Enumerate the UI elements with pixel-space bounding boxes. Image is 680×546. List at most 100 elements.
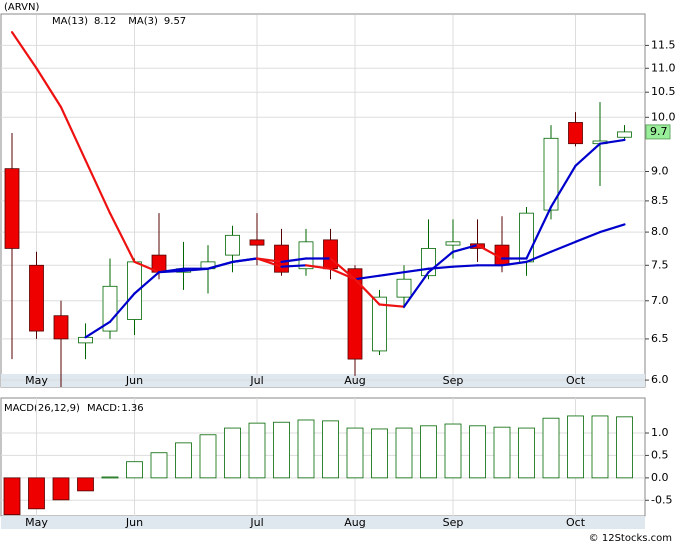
ma-line-segment — [427, 250, 455, 274]
x-tick-label: Jul — [249, 516, 263, 529]
candle-body — [102, 285, 118, 332]
candle-body — [53, 315, 69, 340]
x-tick-label: Oct — [566, 516, 586, 529]
ma-line-segment — [451, 264, 479, 268]
ma-line-segment — [10, 31, 38, 70]
macd-bar — [371, 428, 388, 479]
y-tick-label: 8.5 — [651, 194, 669, 207]
macd-bar — [77, 477, 94, 492]
macd-bar — [567, 415, 584, 479]
ma-line-segment — [574, 230, 602, 243]
ma-line-segment — [329, 257, 357, 281]
ma-line-segment — [304, 264, 332, 270]
chart-title: (ARVN) — [4, 2, 39, 13]
x-tick-label: Aug — [344, 516, 365, 529]
y-tick-label: 10.0 — [651, 110, 676, 123]
ma-line-segment — [35, 67, 63, 109]
macd-bar — [420, 425, 437, 479]
ma-line-segment — [598, 223, 626, 234]
y-tick-label: 11.0 — [651, 61, 676, 74]
macd-bar — [395, 427, 413, 479]
y-tick-label: 0.0 — [651, 471, 669, 484]
y-tick-label: 7.0 — [651, 294, 669, 307]
ma-line-segment — [574, 142, 602, 167]
macd-bar — [3, 477, 21, 516]
candle-body — [372, 296, 387, 352]
y-tick-label: 9.0 — [651, 165, 669, 178]
x-tick-label: Jun — [125, 516, 143, 529]
ma-line-segment — [255, 257, 283, 263]
legend-value: 1.36 — [121, 403, 143, 414]
ma-line-segment — [549, 240, 577, 253]
macd-bar — [175, 442, 192, 479]
macd-bar — [297, 419, 315, 479]
ma-line-segment — [133, 271, 161, 295]
ma-line-segment — [378, 271, 406, 277]
ma-line-segment — [231, 257, 259, 263]
legend-value: 8.12 — [94, 16, 116, 27]
x-tick-label: May — [25, 374, 48, 387]
macd-bar — [542, 417, 560, 479]
macd-bar — [444, 423, 462, 479]
ma-line-segment — [378, 303, 406, 308]
ma-line-segment — [549, 164, 577, 209]
macd-bar — [28, 477, 45, 510]
y-tick-label: 6.5 — [651, 332, 669, 345]
ma-line-segment — [206, 260, 234, 270]
x-tick-label: May — [25, 516, 48, 529]
candle-body — [543, 137, 559, 211]
macd-bar — [469, 425, 486, 479]
macd-bar — [248, 422, 266, 479]
ma-line-segment — [133, 260, 161, 274]
macd-bar — [616, 416, 633, 479]
candle-body — [29, 264, 44, 332]
macd-bar — [322, 420, 339, 479]
legend-value: 9.57 — [164, 16, 186, 27]
legend-label: MACD: — [87, 403, 120, 414]
ma-line-segment — [59, 106, 87, 162]
macd-bar — [101, 476, 119, 479]
macd-bar — [518, 427, 535, 479]
candle-body — [347, 268, 363, 360]
macd-bar — [199, 434, 217, 479]
macd-bar — [273, 421, 290, 479]
y-tick-label: 10.5 — [651, 85, 676, 98]
ma-line-segment — [476, 244, 504, 260]
macd-bar — [493, 426, 511, 479]
y-tick-label: 7.5 — [651, 258, 669, 271]
last-price-box — [645, 124, 671, 140]
y-tick-label: 0.5 — [651, 448, 669, 461]
ma-line-segment — [353, 274, 381, 281]
ma-line-segment — [108, 212, 136, 263]
ma-line-segment — [525, 250, 553, 263]
macd-bar — [224, 427, 241, 479]
candle-body — [519, 212, 534, 263]
x-axis-strip — [1, 516, 645, 529]
macd-bar — [346, 427, 364, 479]
ma-line-segment — [280, 257, 308, 263]
ma-line-segment — [353, 278, 381, 306]
ma-line-segment — [329, 267, 357, 281]
ma-line-segment — [402, 267, 430, 274]
copyright: © 12Stocks.com — [589, 533, 672, 544]
x-tick-label: Sep — [443, 516, 464, 529]
macd-bar — [150, 452, 168, 479]
candle-body — [4, 168, 20, 249]
x-tick-label: Jul — [249, 374, 263, 387]
candle-body — [617, 131, 632, 138]
ma-line-segment — [108, 292, 136, 323]
ma-line-segment — [84, 320, 112, 339]
last-price-label: 9.7 — [650, 125, 668, 138]
candle-body — [396, 278, 412, 298]
candle-body — [249, 239, 265, 246]
ma-line-segment — [500, 260, 528, 267]
y-tick-label: 11.5 — [651, 38, 676, 51]
x-tick-label: Oct — [566, 374, 586, 387]
y-tick-label: 8.0 — [651, 225, 669, 238]
macd-bar — [591, 415, 609, 479]
ma-line-segment — [157, 267, 185, 274]
ma-line-segment — [451, 244, 479, 253]
y-tick-label: 1.0 — [651, 426, 669, 439]
x-tick-label: Aug — [344, 374, 365, 387]
